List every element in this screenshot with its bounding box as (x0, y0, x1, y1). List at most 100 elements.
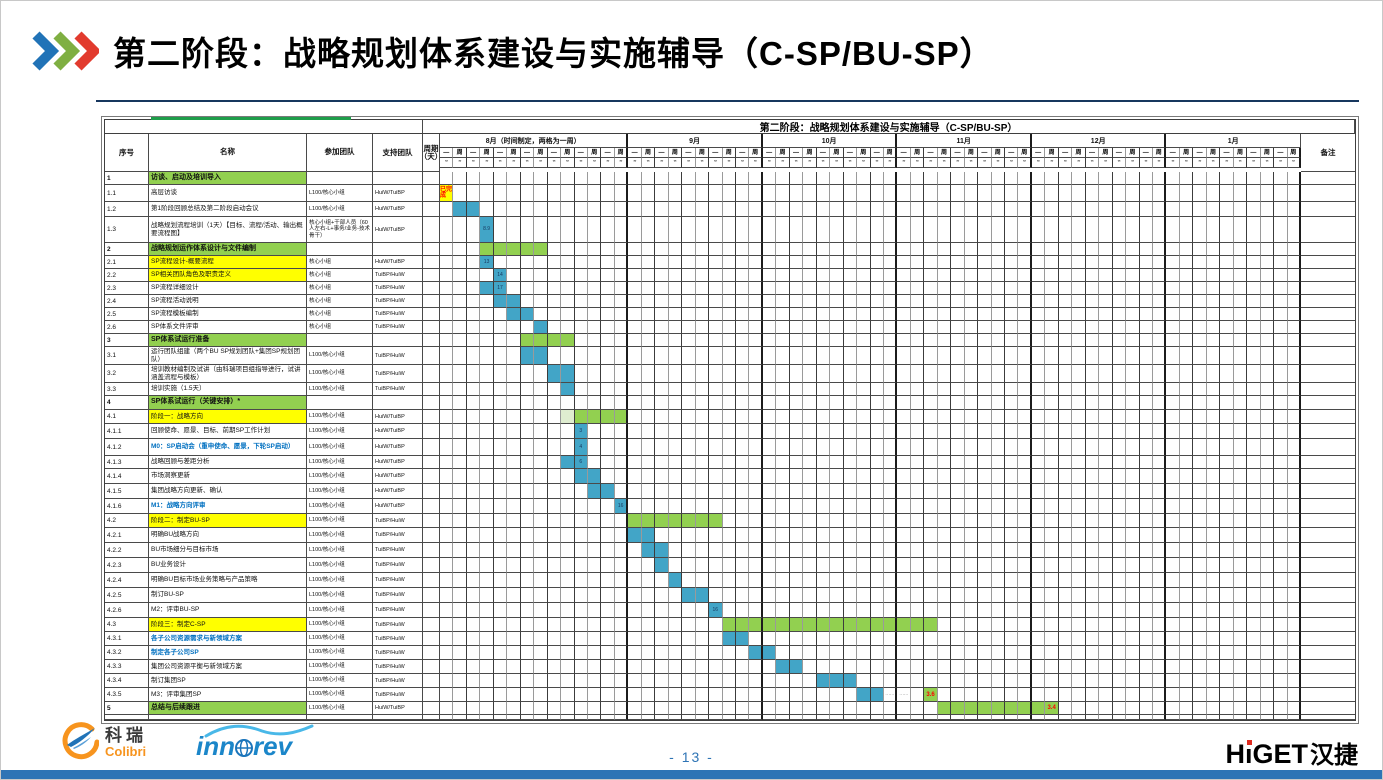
gantt-row: 14 (440, 269, 1301, 282)
gantt-cell (1179, 347, 1194, 365)
task-no: 3 (105, 334, 149, 347)
gantt-cell (1058, 674, 1073, 688)
gantt-cell (722, 321, 736, 334)
gantt-cell (883, 573, 898, 588)
task-remark (1301, 243, 1355, 256)
gantt-cell (1005, 321, 1019, 334)
gantt-cell (1139, 469, 1154, 484)
gantt-cell (830, 365, 844, 383)
gantt-cell (1112, 499, 1127, 514)
gantt-cell (1166, 269, 1180, 282)
gantt-row (440, 646, 1301, 660)
task-duration (423, 334, 440, 347)
gantt-cell (1099, 543, 1113, 558)
gantt-cell (1072, 424, 1086, 439)
gantt-cell (1287, 632, 1301, 646)
gantt-cell (1112, 365, 1127, 383)
gantt-cell (991, 558, 1006, 573)
date-cell: ** (1058, 158, 1073, 168)
gantt-cell (843, 469, 858, 484)
spacer-gantt-cell (978, 715, 992, 720)
gantt-cell (870, 269, 884, 282)
task-no: 2.1 (105, 256, 149, 269)
week-cell: — (1193, 148, 1207, 158)
gantt-cell (1058, 202, 1073, 217)
gantt-cell (1018, 499, 1032, 514)
gantt-cell (816, 256, 831, 269)
gantt-cell (1287, 334, 1301, 347)
date-cell: ** (466, 158, 481, 168)
task-team: L100/核心小组 (307, 528, 373, 543)
gantt-bar-cell (641, 528, 656, 543)
gantt-cell (1072, 469, 1086, 484)
gantt-cell (1018, 528, 1032, 543)
gantt-cell (776, 185, 790, 202)
task-remark (1301, 674, 1355, 688)
gantt-cell (964, 321, 979, 334)
gantt-cell (480, 334, 494, 347)
gantt-cell (440, 456, 454, 469)
gantt-cell (493, 660, 508, 674)
gantt-cell (1193, 256, 1207, 269)
gantt-cell (1179, 295, 1194, 308)
gantt-cell (1072, 383, 1086, 396)
gantt-cell (1153, 514, 1167, 528)
gantt-cell (843, 514, 858, 528)
gantt-cell (574, 499, 588, 514)
gantt-bar-cell (561, 334, 575, 347)
gantt-cell (480, 424, 494, 439)
task-team: L100/核心小组 (307, 573, 373, 588)
gantt-cell (803, 603, 817, 618)
gantt-cell (1193, 410, 1207, 424)
gantt-cell (1260, 256, 1275, 269)
gantt-cell (601, 469, 615, 484)
week-cell: 周 (803, 148, 817, 158)
gantt-cell (1153, 573, 1167, 588)
gantt-cell (1193, 688, 1207, 702)
task-duration (423, 217, 440, 243)
task-name: SP流程设计-概要流程 (149, 256, 307, 269)
gantt-cell (1247, 573, 1261, 588)
gantt-cell (857, 514, 871, 528)
task-support: TuiBP/HuiW (373, 674, 423, 688)
date-cell: ** (1018, 158, 1032, 168)
gantt-cell (1099, 573, 1113, 588)
gantt-row (440, 396, 1301, 410)
gantt-cell (440, 256, 454, 269)
gantt-cell (601, 603, 615, 618)
gantt-cell (601, 573, 615, 588)
gantt-cell (830, 632, 844, 646)
gantt-cell (561, 484, 575, 499)
gantt-cell (978, 282, 992, 295)
gantt-cell (964, 243, 979, 256)
task-remark (1301, 558, 1355, 573)
week-cell: 周 (883, 148, 898, 158)
gantt-cell (1166, 243, 1180, 256)
gantt-cell (735, 295, 750, 308)
spacer-gantt-cell (830, 715, 844, 720)
gantt-cell (789, 295, 804, 308)
gantt-cell (695, 558, 710, 573)
gantt-cell (1193, 185, 1207, 202)
task-row: 4.2.1 明确BU战略方向 L100/核心小组 TuiBP/HuiW (105, 528, 1355, 543)
gantt-cell (1274, 308, 1288, 321)
gantt-cell (547, 543, 562, 558)
gantt-cell (978, 514, 992, 528)
task-support: TuiBP/HuiW (373, 660, 423, 674)
gantt-cell (991, 321, 1006, 334)
task-team: 核心小组 (307, 308, 373, 321)
gantt-cell (1045, 558, 1059, 573)
task-duration (423, 172, 440, 185)
week-cell: — (897, 148, 911, 158)
gantt-cell (1193, 424, 1207, 439)
week-cell: — (1085, 148, 1100, 158)
gantt-cell (789, 674, 804, 688)
gantt-cell (1018, 424, 1032, 439)
gantt-cell (937, 410, 952, 424)
gantt-cell (870, 334, 884, 347)
gantt-cell (1139, 543, 1154, 558)
gantt-cell (1287, 172, 1301, 185)
gantt-cell (1018, 295, 1032, 308)
gantt-cell (587, 456, 602, 469)
gantt-cell (776, 573, 790, 588)
